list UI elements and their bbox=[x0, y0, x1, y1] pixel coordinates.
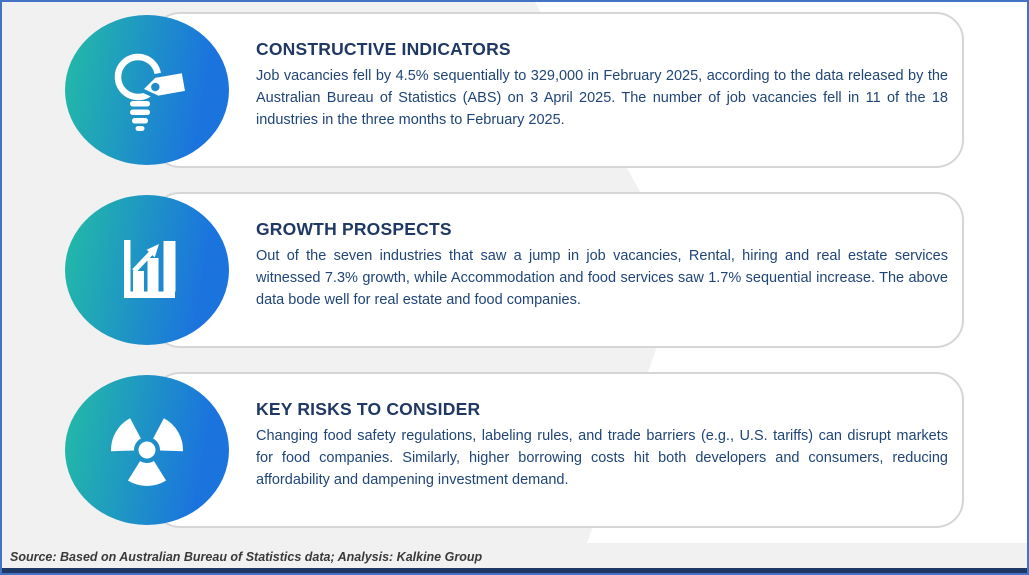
section-title: GROWTH PROSPECTS bbox=[256, 219, 452, 239]
card-key-risks: KEY RISKS TO CONSIDER Changing food safe… bbox=[152, 372, 964, 528]
radiation-icon bbox=[96, 400, 198, 500]
section-title: CONSTRUCTIVE INDICATORS bbox=[256, 39, 511, 59]
source-attribution: Source: Based on Australian Bureau of St… bbox=[10, 550, 483, 564]
lightbulb-tag-icon bbox=[96, 40, 198, 140]
card-constructive-indicators: CONSTRUCTIVE INDICATORS Job vacancies fe… bbox=[152, 12, 964, 168]
section-body: Changing food safety regulations, labeli… bbox=[256, 428, 948, 488]
growth-bar-chart-icon bbox=[96, 220, 198, 320]
badge-constructive-indicators bbox=[65, 15, 229, 165]
badge-key-risks bbox=[65, 375, 229, 525]
bottom-accent-bar bbox=[2, 568, 1027, 573]
section-title: KEY RISKS TO CONSIDER bbox=[256, 399, 481, 419]
section-body: Out of the seven industries that saw a j… bbox=[256, 248, 948, 308]
section-body: Job vacancies fell by 4.5% sequentially … bbox=[256, 68, 948, 128]
card-growth-prospects: GROWTH PROSPECTS Out of the seven indust… bbox=[152, 192, 964, 348]
badge-growth-prospects bbox=[65, 195, 229, 345]
